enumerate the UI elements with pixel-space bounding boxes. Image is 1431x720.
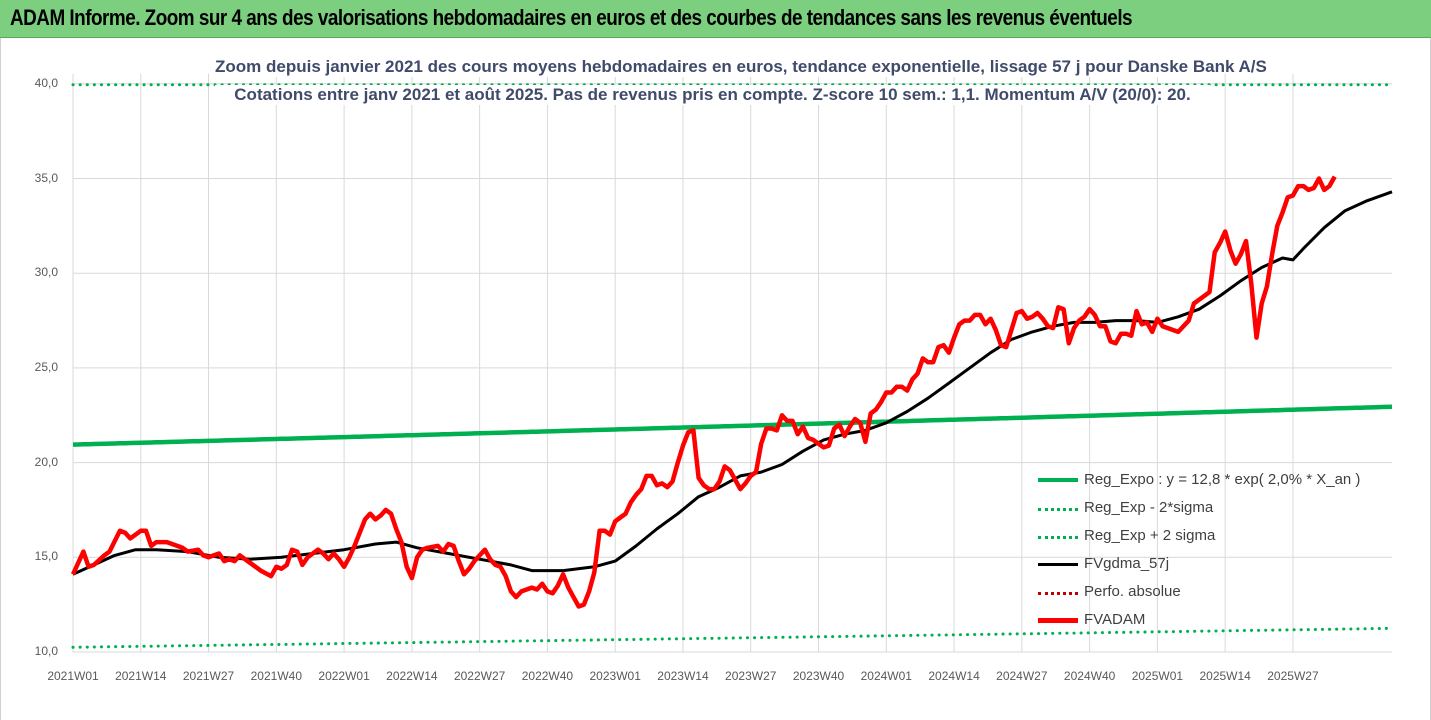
x-tick-label: 2023W01 <box>589 669 641 683</box>
x-tick-label: 2021W14 <box>115 669 167 683</box>
x-tick-label: 2021W27 <box>182 669 235 683</box>
x-tick-label: 2023W27 <box>725 669 777 683</box>
x-tick-label: 2022W14 <box>386 669 438 683</box>
x-tick-label: 2025W01 <box>1131 669 1184 683</box>
legend-swatch-dotted-red <box>1038 592 1078 595</box>
series-fvgdma <box>72 190 1393 576</box>
legend-swatch-solid-green <box>1038 478 1078 482</box>
series-fvadam <box>70 175 1337 609</box>
x-tick-label: 2025W27 <box>1267 669 1319 683</box>
legend-label: FVgdma_57j <box>1084 555 1170 572</box>
x-tick-label: 2022W40 <box>521 669 574 683</box>
x-tick-label: 2023W14 <box>657 669 709 683</box>
series-reg-expo <box>72 404 1393 447</box>
legend-swatch-dotted-green <box>1038 508 1078 511</box>
legend-swatch-solid-red <box>1038 618 1078 623</box>
y-tick-label: 20,0 <box>34 454 58 469</box>
series-layer <box>70 83 1394 649</box>
series-lower-band <box>71 626 1394 649</box>
x-tick-label: 2022W01 <box>318 669 370 683</box>
chart-title: Zoom depuis janvier 2021 des cours moyen… <box>215 57 1267 77</box>
x-tick-label: 2025W14 <box>1199 669 1251 683</box>
y-tick-label: 30,0 <box>34 265 58 280</box>
report-header: ADAM Informe. Zoom sur 4 ans des valoris… <box>0 0 1431 38</box>
y-tick-label: 35,0 <box>34 170 58 185</box>
chart-subtitle: Cotations entre janv 2021 et août 2025. … <box>215 85 1210 105</box>
x-tick-label: 2021W01 <box>47 669 99 683</box>
y-tick-label: 40,0 <box>34 75 58 90</box>
x-tick-label: 2024W40 <box>1063 669 1116 683</box>
x-tick-label: 2024W01 <box>860 669 912 683</box>
legend-label: Reg_Exp - 2*sigma <box>1084 499 1214 516</box>
x-tick-label: 2024W14 <box>928 669 980 683</box>
legend-label: Perfo. absolue <box>1084 583 1181 600</box>
report-title: ADAM Informe. Zoom sur 4 ans des valoris… <box>10 5 1133 30</box>
x-tick-label: 2022W27 <box>453 669 506 683</box>
legend-swatch-dotted-green <box>1038 536 1078 539</box>
x-tick-label: 2023W40 <box>792 669 845 683</box>
legend-label: Reg_Expo : y = 12,8 * exp( 2,0% * X_an ) <box>1084 471 1361 488</box>
legend-label: FVADAM <box>1084 611 1146 628</box>
x-tick-label: 2021W40 <box>250 669 302 683</box>
legend-label: Reg_Exp + 2 sigma <box>1084 527 1216 544</box>
y-tick-label: 15,0 <box>34 549 58 564</box>
y-tick-label: 10,0 <box>34 644 58 658</box>
legend-swatch-solid-black <box>1038 563 1078 566</box>
x-tick-label: 2024W27 <box>996 669 1048 683</box>
grid-lines <box>72 73 1392 653</box>
y-tick-label: 25,0 <box>34 359 58 374</box>
